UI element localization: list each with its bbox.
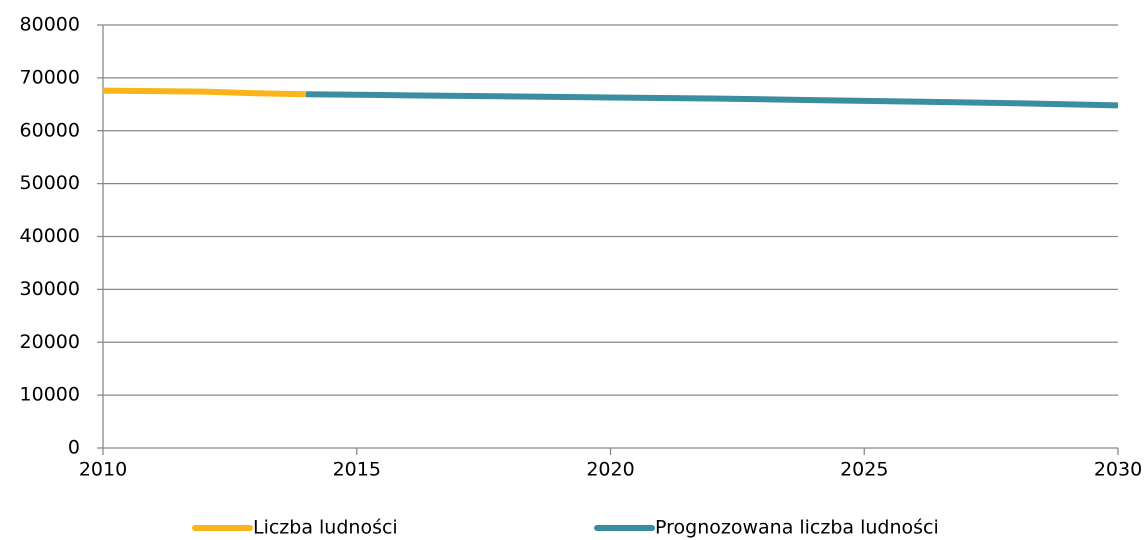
y-tick-label: 10000 [20,384,80,406]
x-tick-label: 2015 [333,459,381,481]
y-tick-label: 30000 [20,278,80,300]
legend-label: Liczba ludności [253,517,398,539]
x-tick-label: 2025 [840,459,888,481]
x-tick-label: 2010 [79,459,127,481]
y-tick-label: 0 [68,437,80,459]
y-tick-label: 60000 [20,119,80,141]
x-tick-label: 2020 [586,459,634,481]
y-tick-label: 70000 [20,66,80,88]
series-line [102,87,307,98]
y-tick-label: 80000 [20,14,80,36]
x-tick-label: 2030 [1094,459,1142,481]
y-tick-label: 40000 [20,225,80,247]
legend-label: Prognozowana liczba ludności [655,517,939,539]
series-line [305,91,1119,109]
y-tick-label: 20000 [20,331,80,353]
y-tick-label: 50000 [20,172,80,194]
